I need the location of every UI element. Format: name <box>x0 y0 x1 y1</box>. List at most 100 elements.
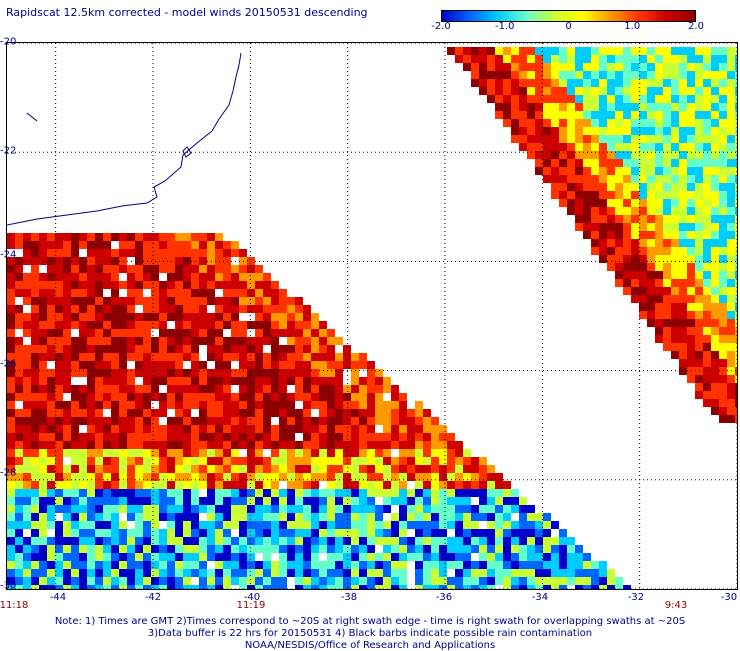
swath-pixel <box>583 175 591 183</box>
swath-pixel <box>719 159 727 167</box>
swath-pixel <box>391 577 399 585</box>
color-scale-tick-label: -1.0 <box>494 21 515 32</box>
swath-pixel <box>303 505 311 513</box>
swath-pixel <box>615 191 623 199</box>
swath-pixel <box>719 239 727 247</box>
swath-pixel <box>575 95 583 103</box>
swath-pixel <box>455 47 463 55</box>
swath-pixel <box>207 345 215 353</box>
swath-pixel <box>239 297 247 305</box>
swath-pixel <box>151 233 159 241</box>
swath-pixel <box>567 577 575 585</box>
swath-pixel <box>199 441 207 449</box>
swath-pixel <box>207 521 215 529</box>
swath-pixel <box>31 281 39 289</box>
swath-pixel <box>87 545 95 553</box>
swath-pixel <box>95 465 103 473</box>
swath-pixel <box>479 473 487 481</box>
swath-pixel <box>655 207 663 215</box>
swath-pixel <box>335 385 343 393</box>
swath-pixel <box>95 305 103 313</box>
swath-pixel <box>559 585 567 589</box>
swath-pixel <box>151 241 159 249</box>
swath-pixel <box>239 521 247 529</box>
swath-pixel <box>55 385 63 393</box>
swath-pixel <box>159 313 167 321</box>
swath-pixel <box>55 449 63 457</box>
swath-pixel <box>55 353 63 361</box>
swath-pixel <box>383 505 391 513</box>
swath-pixel <box>23 425 31 433</box>
lat-label: -28 <box>0 467 17 479</box>
swath-pixel <box>175 441 183 449</box>
swath-pixel <box>359 553 367 561</box>
swath-pixel <box>687 263 695 271</box>
swath-pixel <box>79 385 87 393</box>
swath-pixel <box>79 433 87 441</box>
swath-pixel <box>631 263 639 271</box>
swath-pixel <box>567 95 575 103</box>
swath-pixel <box>559 95 567 103</box>
swath-pixel <box>7 361 15 369</box>
swath-pixel <box>143 481 151 489</box>
swath-pixel <box>31 505 39 513</box>
swath-pixel <box>455 441 463 449</box>
swath-pixel <box>415 497 423 505</box>
swath-pixel <box>439 497 447 505</box>
swath-pixel <box>359 505 367 513</box>
swath-pixel <box>23 457 31 465</box>
swath-pixel <box>679 199 687 207</box>
swath-pixel <box>279 361 287 369</box>
swath-pixel <box>23 393 31 401</box>
swath-pixel <box>31 385 39 393</box>
swath-pixel <box>623 287 631 295</box>
swath-pixel <box>295 561 303 569</box>
swath-pixel <box>143 377 151 385</box>
swath-pixel <box>519 119 527 127</box>
swath-pixel <box>207 489 215 497</box>
swath-pixel <box>319 465 327 473</box>
swath-pixel <box>679 263 687 271</box>
swath-pixel <box>327 353 335 361</box>
swath-pixel <box>495 71 503 79</box>
swath-pixel <box>535 529 543 537</box>
swath-pixel <box>47 377 55 385</box>
swath-pixel <box>679 47 687 55</box>
swath-pixel <box>687 175 695 183</box>
swath-pixel <box>559 79 567 87</box>
swath-pixel <box>535 159 543 167</box>
swath-pixel <box>655 87 663 95</box>
swath-pixel <box>103 489 111 497</box>
swath-pixel <box>383 377 391 385</box>
swath-pixel <box>143 585 151 589</box>
swath-pixel <box>495 473 503 481</box>
swath-pixel <box>7 505 15 513</box>
swath-pixel <box>391 553 399 561</box>
swath-pixel <box>143 473 151 481</box>
swath-pixel <box>447 553 455 561</box>
swath-pixel <box>559 545 567 553</box>
swath-pixel <box>279 433 287 441</box>
swath-pixel <box>151 361 159 369</box>
swath-pixel <box>503 79 511 87</box>
swath-pixel <box>359 521 367 529</box>
swath-pixel <box>111 425 119 433</box>
swath-pixel <box>655 151 663 159</box>
swath-pixel <box>719 399 727 407</box>
lat-lon-grid <box>7 43 737 589</box>
swath-pixel <box>623 55 631 63</box>
swath-pixel <box>199 569 207 577</box>
swath-pixel <box>263 521 271 529</box>
swath-pixel <box>623 199 631 207</box>
swath-pixel <box>63 425 71 433</box>
swath-pixel <box>607 199 615 207</box>
swath-pixel <box>623 159 631 167</box>
swath-pixel <box>287 433 295 441</box>
swath-pixel <box>31 305 39 313</box>
swath-pixel <box>695 95 703 103</box>
swath-pixel <box>407 441 415 449</box>
swath-pixel <box>735 215 737 223</box>
swath-pixel <box>151 345 159 353</box>
swath-pixel <box>359 537 367 545</box>
swath-pixel <box>159 289 167 297</box>
